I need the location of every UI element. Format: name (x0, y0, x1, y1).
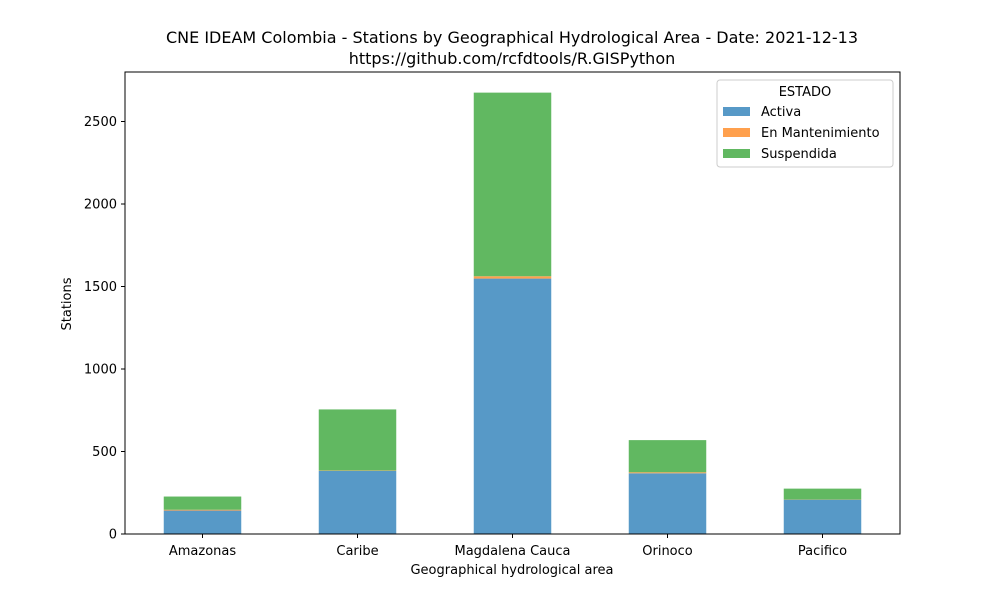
bar-0-1 (318, 470, 397, 534)
x-tick-label-4: Pacifico (798, 544, 847, 559)
x-tick-label-0: Amazonas (169, 544, 237, 559)
chart-subtitle: https://github.com/rcfdtools/R.GISPython (349, 49, 676, 68)
bar-1-3 (628, 472, 707, 474)
legend-swatch-2 (723, 149, 750, 158)
y-tick-label-0: 0 (109, 528, 117, 543)
bar-2-1 (318, 409, 397, 471)
plot-area: 0 500 1000 1500 2000 2500 Amazonas Caribe Magdal… (84, 71, 901, 559)
chart-title: CNE IDEAM Colombia - Stations by Geograp… (166, 28, 858, 47)
legend-title: ESTADO (779, 85, 832, 100)
bar-2-3 (628, 440, 707, 473)
bar-2-2 (473, 92, 552, 277)
legend-swatch-0 (723, 107, 750, 116)
y-axis-label: Stations (60, 277, 75, 330)
bar-0-3 (628, 473, 707, 534)
y-tick-label-3: 1500 (84, 280, 117, 295)
x-tick-label-2: Magdalena Cauca (455, 544, 571, 559)
bar-0-0 (163, 510, 242, 534)
legend-entry-0: Activa (761, 105, 801, 120)
y-tick-label-4: 2000 (84, 198, 117, 213)
bar-0-4 (783, 499, 862, 534)
bar-2-0 (163, 496, 242, 510)
legend-entry-2: Suspendida (761, 147, 837, 162)
legend: ESTADO Activa En Mantenimiento Suspendida (716, 79, 894, 168)
x-tick-label-1: Caribe (336, 544, 378, 559)
bar-0-2 (473, 278, 552, 534)
legend-box (716, 79, 894, 168)
bar-2-4 (783, 488, 862, 500)
bar-1-2 (473, 276, 552, 279)
x-tick-label-3: Orinoco (642, 544, 693, 559)
y-tick-label-2: 1000 (84, 363, 117, 378)
legend-swatch-1 (723, 128, 750, 137)
x-axis-label: Geographical hydrological area (410, 563, 613, 578)
bar-1-0 (163, 509, 242, 511)
y-tick-label-1: 500 (92, 445, 117, 460)
y-tick-label-5: 2500 (84, 115, 117, 130)
legend-entry-1: En Mantenimiento (761, 126, 880, 141)
